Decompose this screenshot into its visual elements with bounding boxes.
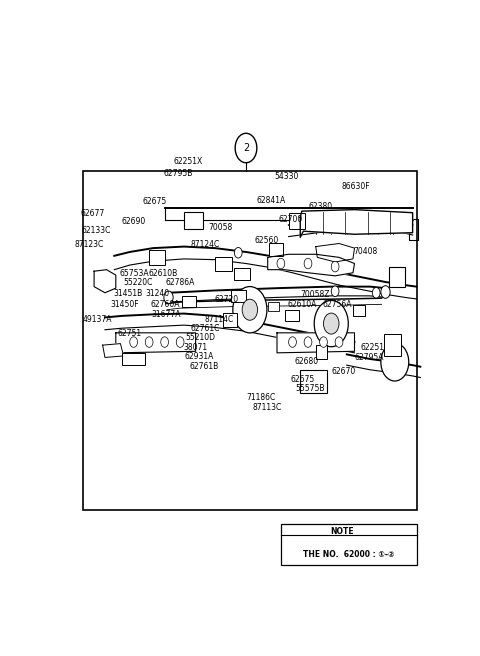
Bar [281,523,417,565]
Text: 49137A: 49137A [83,315,112,323]
Text: 62677: 62677 [81,209,105,218]
Text: 87113C: 87113C [252,403,281,412]
Text: 62931A: 62931A [185,352,214,361]
Circle shape [176,337,184,347]
Text: 62251X: 62251X [174,157,203,166]
Text: 62133C: 62133C [82,226,111,235]
Text: 87114C: 87114C [204,315,234,323]
Polygon shape [268,255,355,276]
Circle shape [234,247,242,258]
Text: 62380: 62380 [308,201,333,211]
Text: 70408: 70408 [353,247,377,256]
Text: 87123C: 87123C [74,240,104,249]
Circle shape [314,300,348,347]
Bar [215,257,232,271]
Text: 62795A: 62795A [355,352,384,361]
Text: 55210D: 55210D [186,333,216,342]
Bar [300,370,327,393]
Polygon shape [277,333,355,353]
Text: 70058: 70058 [208,223,232,232]
Polygon shape [116,333,196,353]
Polygon shape [94,270,116,293]
Text: 62675: 62675 [143,197,167,207]
Polygon shape [316,243,355,262]
Bar [234,268,250,281]
Circle shape [164,291,173,304]
Text: 62756A: 62756A [323,300,352,308]
Text: 31450F: 31450F [110,300,139,308]
Text: 62720: 62720 [215,295,239,304]
Bar [289,213,305,229]
Text: 62675: 62675 [290,375,315,384]
Circle shape [324,313,339,334]
Polygon shape [300,210,413,237]
Text: 55575B: 55575B [295,384,325,394]
Text: 62560: 62560 [254,236,278,245]
Bar [184,212,204,229]
Text: 31451B: 31451B [113,289,143,298]
Circle shape [145,337,153,347]
Circle shape [233,287,267,333]
Text: 62670: 62670 [331,367,356,376]
Circle shape [335,337,343,347]
Text: NOTE: NOTE [330,527,354,536]
Text: 86630F: 86630F [342,182,371,192]
Text: 62841A: 62841A [257,196,286,205]
Bar [83,171,417,510]
Text: 62786A: 62786A [165,277,194,287]
Bar [230,290,246,302]
Polygon shape [103,344,123,358]
Text: 2: 2 [243,143,249,153]
Bar [285,310,299,321]
Text: 62610B: 62610B [149,269,178,278]
Text: 54330: 54330 [274,173,299,181]
Text: 62700: 62700 [278,215,303,224]
Text: 62795B: 62795B [164,169,193,178]
Circle shape [331,261,339,272]
Text: 55220C: 55220C [123,278,153,287]
Circle shape [288,337,296,347]
Text: 62610A: 62610A [287,300,316,308]
Bar [384,335,401,356]
Bar [122,353,145,365]
Bar [269,243,283,256]
Text: 62751: 62751 [118,329,142,338]
Text: 31677A: 31677A [151,310,181,319]
Text: 71186C: 71186C [246,394,276,402]
Circle shape [331,286,339,297]
Bar [268,302,278,311]
Circle shape [242,299,258,320]
Text: 70058Z: 70058Z [300,291,330,299]
Bar [389,266,405,287]
Text: 87124C: 87124C [191,240,220,249]
Text: 38071: 38071 [184,343,208,352]
Bar [223,313,237,327]
Text: THE NO.  62000 : ①-②: THE NO. 62000 : ①-② [303,550,395,560]
Circle shape [320,337,327,347]
Text: 62690: 62690 [121,216,146,226]
Circle shape [130,337,137,347]
Text: 62680: 62680 [294,357,318,366]
Circle shape [304,258,312,269]
Circle shape [304,337,312,347]
Circle shape [372,287,380,298]
Text: 65753A: 65753A [120,269,149,278]
Circle shape [161,337,168,347]
Bar [353,305,365,316]
Text: 62761B: 62761B [190,362,219,371]
Text: 62761C: 62761C [191,324,220,333]
Bar [149,250,165,265]
Bar [182,296,196,306]
Bar [316,345,326,359]
Text: 62251: 62251 [360,343,384,352]
Circle shape [235,133,257,163]
Circle shape [381,286,390,298]
Circle shape [381,343,409,381]
Text: 62760A: 62760A [151,300,180,308]
Text: 31240: 31240 [145,289,169,298]
Circle shape [277,258,285,269]
